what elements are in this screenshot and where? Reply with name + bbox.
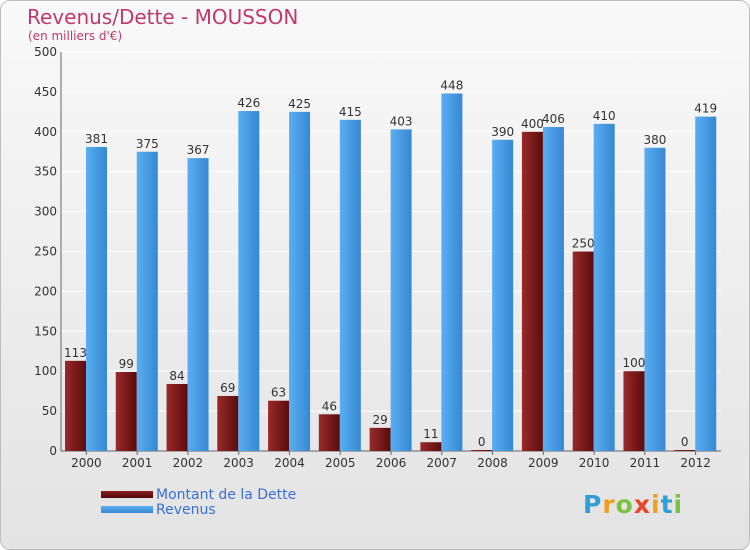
legend-swatch-dette (101, 491, 153, 498)
x-tick-label: 2010 (579, 456, 610, 470)
dette-bar (674, 450, 696, 451)
legend: Montant de la Dette Revenus (101, 486, 297, 518)
y-tick-label: 50 (42, 404, 57, 418)
x-tick-label: 2001 (122, 456, 153, 470)
revenus-value-label: 410 (593, 109, 616, 123)
x-tick-label: 2011 (630, 456, 661, 470)
x-tick-label: 2007 (426, 456, 457, 470)
dette-bar (471, 450, 493, 451)
revenus-value-label: 375 (136, 137, 159, 151)
dette-value-label: 113 (64, 346, 87, 360)
revenus-value-label: 381 (85, 132, 108, 146)
legend-item-revenus: Revenus (101, 501, 296, 518)
dette-value-label: 46 (322, 399, 337, 413)
logo-letter: P (583, 490, 603, 519)
x-tick-label: 2008 (477, 456, 508, 470)
dette-value-label: 99 (119, 357, 134, 371)
y-tick-label: 350 (34, 165, 57, 179)
revenus-value-label: 415 (339, 105, 362, 119)
legend-swatch-revenus (101, 506, 153, 513)
revenus-value-label: 448 (440, 78, 463, 92)
x-tick-label: 2004 (274, 456, 305, 470)
dette-bar (623, 371, 645, 451)
chart-subtitle: (en milliers d'€) (28, 29, 123, 43)
x-tick-label: 2009 (528, 456, 559, 470)
dette-value-label: 0 (478, 435, 486, 449)
revenus-bar (492, 139, 514, 451)
dette-value-label: 69 (220, 381, 235, 395)
dette-bar (65, 360, 86, 451)
revenus-value-label: 390 (491, 125, 514, 139)
x-tick-label: 2002 (173, 456, 204, 470)
y-tick-label: 400 (34, 125, 57, 139)
revenus-bar (542, 127, 564, 452)
revenus-bar (441, 93, 463, 451)
dette-value-label: 84 (169, 369, 184, 383)
dette-value-label: 29 (372, 413, 387, 427)
logo-letter: r (602, 490, 616, 519)
dette-bar (268, 400, 290, 451)
dette-bar (217, 395, 239, 451)
dette-bar (420, 442, 442, 451)
legend-label-dette: Montant de la Dette (156, 486, 297, 503)
dette-value-label: 63 (271, 386, 286, 400)
dette-bar (521, 131, 543, 452)
revenus-value-label: 425 (288, 97, 311, 111)
revenus-bar (644, 147, 666, 451)
y-tick-label: 100 (34, 364, 57, 378)
chart-title: Revenus/Dette - MOUSSON (27, 5, 299, 29)
revenus-bar (86, 146, 107, 451)
legend-label-revenus: Revenus (156, 501, 216, 518)
revenus-bar (390, 129, 412, 451)
x-tick-label: 2003 (223, 456, 254, 470)
revenus-bar (593, 123, 615, 451)
dette-bar (318, 414, 340, 451)
x-tick-label: 2012 (680, 456, 711, 470)
proxiti-logo: Proxiti (583, 490, 683, 519)
x-tick-label: 2006 (376, 456, 407, 470)
dette-bar (369, 427, 391, 451)
y-tick-label: 0 (49, 444, 57, 458)
revenus-value-label: 406 (542, 112, 565, 126)
revenus-bar (238, 111, 260, 451)
logo-letter: t (660, 490, 674, 519)
dette-bar (115, 371, 137, 451)
dette-value-label: 11 (423, 427, 438, 441)
logo-letter: x (633, 490, 651, 519)
revenus-bar (289, 111, 311, 451)
y-tick-label: 450 (34, 85, 57, 99)
dette-bar (572, 251, 594, 451)
x-tick-label: 2005 (325, 456, 356, 470)
logo-letter: i (673, 490, 684, 519)
dette-value-label: 100 (623, 356, 646, 370)
revenus-value-label: 426 (237, 96, 260, 110)
y-tick-label: 200 (34, 284, 57, 298)
revenus-bar (339, 119, 361, 451)
revenus-bar (695, 116, 717, 451)
y-tick-label: 250 (34, 245, 57, 259)
logo-letter: o (615, 490, 634, 519)
revenus-value-label: 367 (187, 143, 210, 157)
revenus-bar (187, 158, 209, 451)
logo-letter: i (651, 490, 661, 519)
dette-value-label: 0 (681, 435, 689, 449)
y-tick-label: 500 (34, 45, 57, 59)
revenus-value-label: 403 (390, 114, 413, 128)
x-tick-label: 2000 (71, 456, 102, 470)
dette-value-label: 400 (521, 117, 544, 131)
legend-item-dette: Montant de la Dette (101, 486, 297, 503)
y-tick-label: 150 (34, 324, 57, 338)
dette-value-label: 250 (572, 237, 595, 251)
y-tick-label: 300 (34, 205, 57, 219)
revenus-value-label: 419 (694, 102, 717, 116)
revenus-value-label: 380 (644, 133, 667, 147)
revenus-bar (136, 151, 158, 451)
dette-bar (166, 383, 188, 451)
